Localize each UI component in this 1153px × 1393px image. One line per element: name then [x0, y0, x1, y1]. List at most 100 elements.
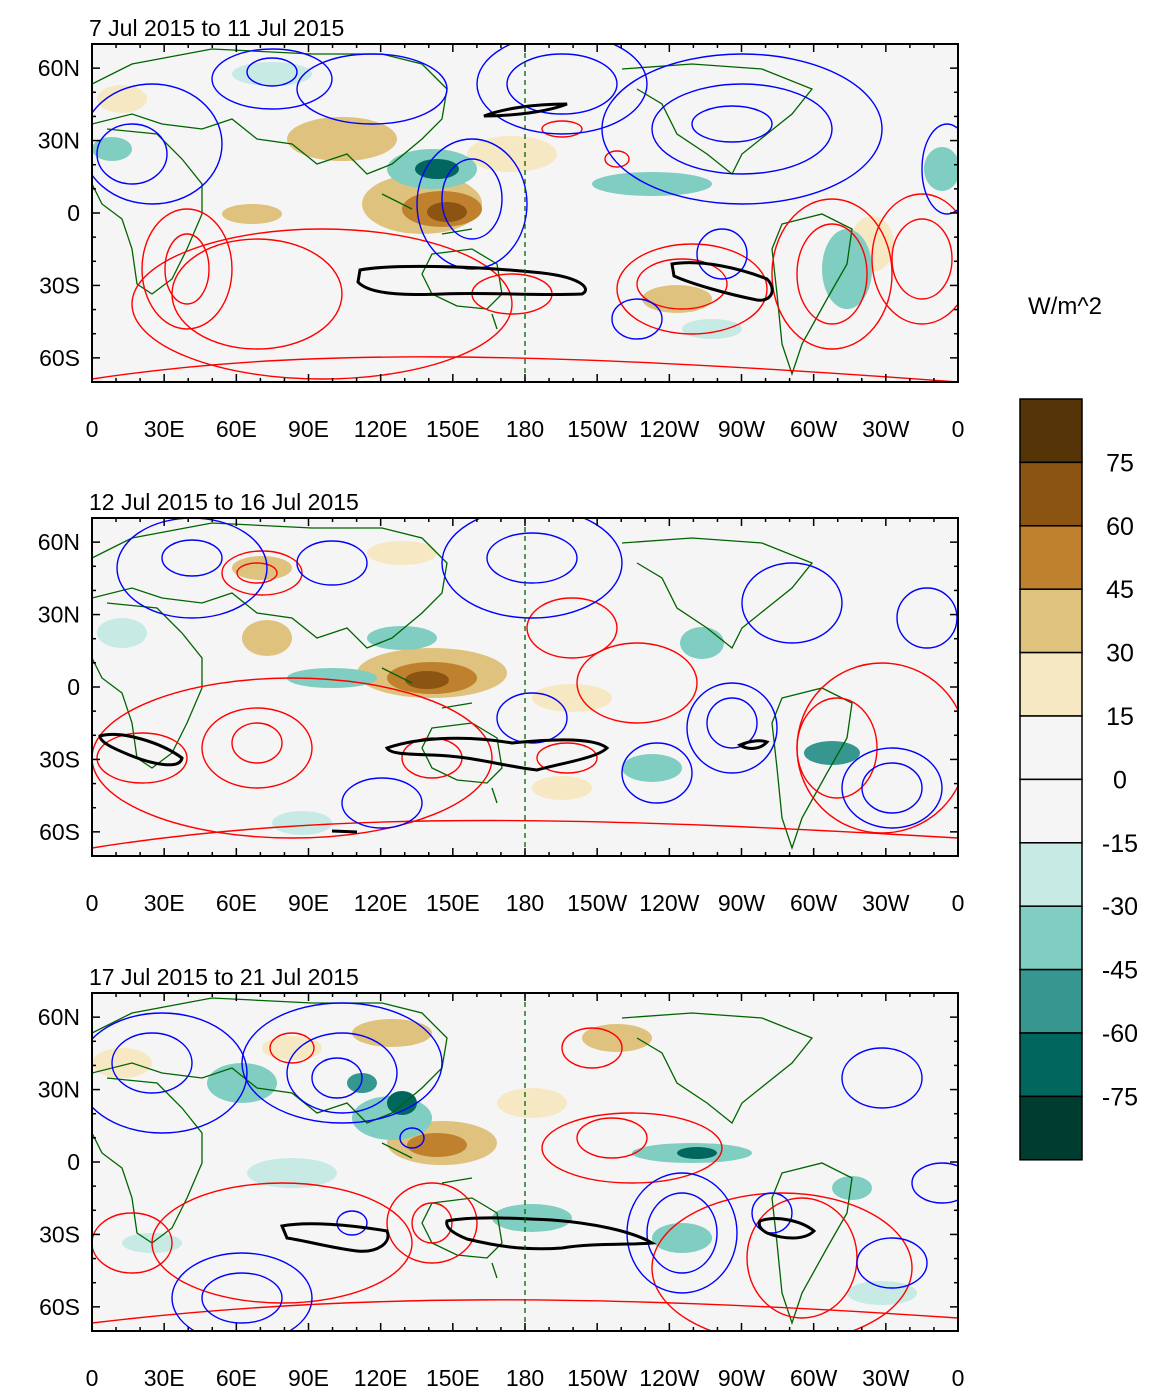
lon-label: 0	[952, 890, 965, 916]
lat-label: 60S	[39, 345, 80, 371]
negative-contour	[646, 1192, 718, 1274]
positive-anomaly	[352, 1019, 432, 1047]
lat-label: 30N	[38, 602, 80, 628]
lon-label: 90E	[288, 1365, 329, 1391]
lon-label: 150E	[426, 416, 480, 442]
colorbar-tick-label: -45	[1102, 957, 1138, 985]
positive-contours	[92, 120, 958, 382]
positive-contour	[236, 562, 278, 584]
black-contour	[279, 1222, 390, 1253]
negative-anomaly	[924, 147, 958, 191]
coastline-islands	[381, 193, 498, 330]
lon-label: 90W	[718, 416, 766, 442]
colorbar-tick-label: -75	[1102, 1083, 1138, 1111]
lon-label: 120E	[354, 890, 408, 916]
colorbar-box	[1019, 461, 1083, 527]
colorbar-box	[1019, 968, 1083, 1034]
colorbar-box	[1019, 525, 1083, 590]
map-panel-3: 17 Jul 2015 to 21 Jul 2015	[38, 964, 965, 1391]
coastline-eurasia	[92, 522, 448, 649]
colorbar-tick-label: 60	[1106, 513, 1134, 541]
negative-contour	[441, 158, 503, 240]
colorbar-boxes	[1019, 398, 1083, 1161]
negative-contour	[92, 83, 223, 205]
lon-label: 30W	[862, 890, 910, 916]
coastlines	[92, 997, 853, 1326]
positive-contour	[891, 218, 953, 300]
lon-label: 180	[506, 416, 544, 442]
lon-label: 0	[86, 1365, 99, 1391]
lon-label: 30W	[862, 416, 910, 442]
negative-contour	[96, 123, 168, 185]
positive-contour	[411, 1202, 453, 1244]
black-contour	[384, 736, 610, 772]
positive-contour	[576, 1117, 648, 1159]
lon-label: 30E	[144, 1365, 185, 1391]
black-contours	[98, 733, 770, 834]
lon-label: 60E	[216, 890, 257, 916]
negative-contour	[911, 1162, 958, 1204]
lon-label: 150W	[567, 1365, 627, 1391]
black-contour	[757, 1217, 817, 1240]
negative-contours	[92, 44, 958, 340]
lat-label: 30S	[39, 746, 80, 772]
negative-contour	[441, 518, 623, 619]
lon-label: 180	[506, 1365, 544, 1391]
colorbar-tick-label: 45	[1106, 576, 1134, 604]
lat-label: 60S	[39, 819, 80, 845]
colorbar-tick-label: -30	[1102, 893, 1138, 921]
negative-contour	[841, 747, 943, 829]
positive-anomaly	[242, 620, 292, 656]
positive-contour	[92, 677, 493, 839]
negative-contour	[246, 57, 298, 87]
negative-contours	[116, 518, 958, 829]
colorbar-tick-label: 30	[1106, 640, 1134, 668]
colorbar-box	[1019, 651, 1083, 717]
negative-contour	[336, 1210, 368, 1236]
colorbar-box	[1019, 398, 1083, 464]
lon-label: 120W	[639, 890, 699, 916]
positive-anomaly	[532, 684, 612, 712]
black-contour	[670, 261, 774, 302]
positive-contour	[386, 1182, 478, 1264]
positive-contour	[636, 258, 728, 310]
map-panel-1: 7 Jul 2015 to 11 Jul 2015	[38, 15, 965, 442]
black-contour	[356, 264, 587, 297]
negative-anomaly	[832, 1176, 872, 1200]
coastline-north-america	[621, 537, 814, 650]
negative-anomaly	[682, 319, 742, 339]
positive-contour	[651, 1192, 913, 1331]
positive-anomaly	[582, 1024, 652, 1052]
positive-contour	[131, 228, 513, 380]
coastline-africa	[92, 128, 203, 295]
colorbar-box	[1019, 778, 1083, 844]
negative-contour	[651, 83, 833, 175]
negative-contour	[116, 518, 268, 619]
positive-contour	[604, 150, 630, 168]
negative-contour	[741, 562, 843, 644]
negative-anomaly	[232, 62, 312, 86]
positive-contour	[771, 198, 893, 350]
negative-contour	[92, 1012, 248, 1134]
negative-contour	[241, 1002, 443, 1124]
colorbar-box	[1019, 842, 1083, 907]
lon-label: 120W	[639, 1365, 699, 1391]
negative-contour	[861, 762, 923, 814]
lon-label: 60W	[790, 1365, 838, 1391]
lon-label: 0	[86, 416, 99, 442]
coastline-north-america	[621, 63, 814, 176]
negative-contour	[399, 1127, 425, 1149]
positive-contour	[151, 1182, 413, 1304]
lat-label: 0	[67, 1149, 80, 1175]
negative-contour	[506, 53, 618, 115]
positive-contour	[526, 597, 618, 659]
coastline-islands	[381, 1142, 498, 1279]
black-contours	[356, 102, 774, 302]
coastline-eurasia	[92, 997, 448, 1124]
negative-contour	[286, 1032, 398, 1114]
black-contour	[331, 829, 358, 834]
negative-contour	[921, 123, 958, 215]
negative-contour	[841, 1047, 923, 1109]
positive-anomaly	[467, 136, 557, 172]
negative-contour	[621, 742, 693, 804]
